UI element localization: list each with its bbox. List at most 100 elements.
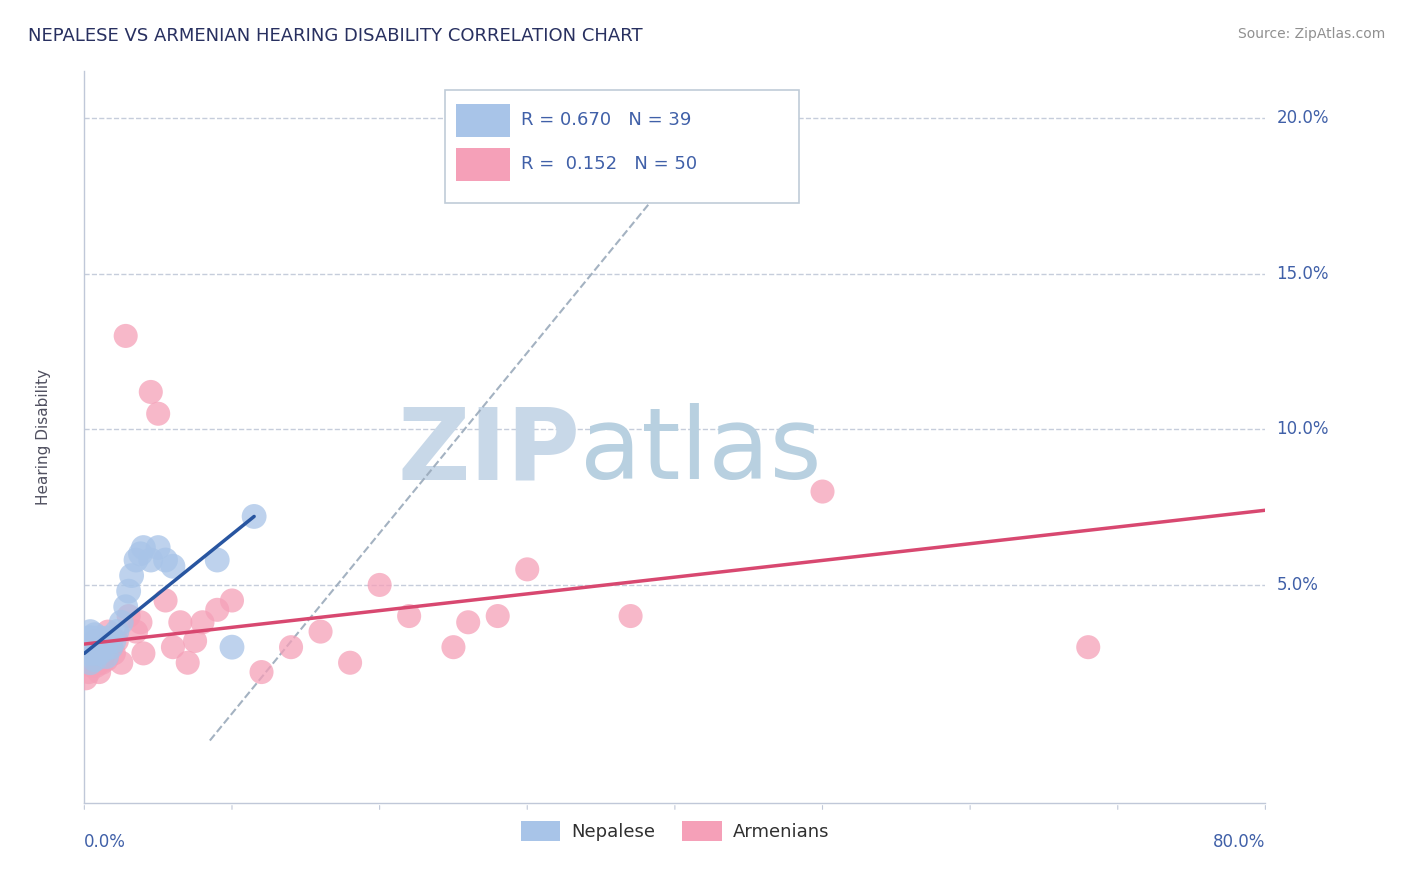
Point	[105, 624, 128, 639]
Text: 80.0%: 80.0%	[1213, 833, 1265, 851]
Point	[114, 329, 136, 343]
Point	[105, 634, 128, 648]
Point	[620, 609, 643, 624]
Point	[80, 631, 103, 645]
Point	[118, 584, 141, 599]
Point	[80, 640, 103, 655]
Text: Hearing Disability: Hearing Disability	[35, 369, 51, 505]
Point	[457, 615, 479, 630]
Text: 15.0%: 15.0%	[1277, 265, 1329, 283]
Point	[169, 615, 191, 630]
Point	[100, 640, 122, 655]
Point	[250, 665, 273, 679]
Point	[82, 652, 104, 666]
FancyBboxPatch shape	[444, 90, 799, 203]
Point	[97, 624, 120, 639]
Point	[91, 656, 114, 670]
Point	[184, 634, 207, 648]
Point	[87, 665, 111, 679]
Point	[77, 665, 100, 679]
Point	[139, 553, 162, 567]
FancyBboxPatch shape	[457, 148, 509, 181]
Text: NEPALESE VS ARMENIAN HEARING DISABILITY CORRELATION CHART: NEPALESE VS ARMENIAN HEARING DISABILITY …	[28, 27, 643, 45]
Point	[94, 634, 117, 648]
Point	[398, 609, 420, 624]
Point	[86, 647, 108, 661]
Point	[125, 624, 148, 639]
Point	[76, 634, 98, 648]
Point	[94, 637, 117, 651]
Text: R =  0.152   N = 50: R = 0.152 N = 50	[522, 155, 697, 173]
Text: 5.0%: 5.0%	[1277, 576, 1319, 594]
Point	[91, 634, 114, 648]
Point	[83, 628, 105, 642]
Point	[75, 640, 97, 655]
Point	[280, 640, 302, 655]
Text: ZIP: ZIP	[398, 403, 581, 500]
Point	[87, 631, 111, 645]
Point	[309, 624, 332, 639]
Point	[155, 553, 177, 567]
Point	[110, 615, 132, 630]
Point	[368, 578, 391, 592]
Point	[129, 615, 152, 630]
Point	[339, 656, 361, 670]
Point	[139, 384, 162, 399]
Point	[155, 593, 177, 607]
Point	[96, 652, 118, 666]
Point	[82, 647, 104, 661]
Point	[516, 562, 538, 576]
Point	[125, 553, 148, 567]
Legend: Nepalese, Armenians: Nepalese, Armenians	[513, 814, 837, 848]
Point	[132, 541, 155, 555]
Point	[148, 541, 170, 555]
Point	[103, 647, 125, 661]
Point	[100, 640, 122, 655]
FancyBboxPatch shape	[457, 104, 509, 137]
Point	[87, 656, 111, 670]
Point	[207, 603, 229, 617]
Point	[93, 643, 115, 657]
Text: atlas: atlas	[581, 403, 823, 500]
Point	[443, 640, 465, 655]
Point	[162, 559, 184, 574]
Point	[77, 647, 100, 661]
Point	[79, 656, 101, 670]
Point	[103, 634, 125, 648]
Point	[129, 547, 152, 561]
Point	[77, 631, 100, 645]
Point	[114, 599, 136, 614]
Point	[221, 640, 243, 655]
Point	[83, 652, 105, 666]
Point	[80, 640, 103, 655]
Point	[90, 640, 112, 655]
Point	[76, 656, 98, 670]
Point	[84, 640, 107, 655]
Text: R = 0.670   N = 39: R = 0.670 N = 39	[522, 112, 692, 129]
Point	[243, 509, 266, 524]
Point	[96, 649, 118, 664]
Point	[132, 647, 155, 661]
Text: 10.0%: 10.0%	[1277, 420, 1329, 438]
Text: 20.0%: 20.0%	[1277, 109, 1329, 127]
Point	[83, 634, 105, 648]
Point	[110, 656, 132, 670]
Point	[97, 631, 120, 645]
Point	[148, 407, 170, 421]
Point	[90, 640, 112, 655]
Point	[87, 647, 111, 661]
Point	[79, 624, 101, 639]
Point	[79, 647, 101, 661]
Point	[207, 553, 229, 567]
Point	[84, 658, 107, 673]
Point	[177, 656, 200, 670]
Point	[80, 658, 103, 673]
Point	[75, 671, 97, 685]
Text: Source: ZipAtlas.com: Source: ZipAtlas.com	[1237, 27, 1385, 41]
Point	[191, 615, 214, 630]
Point	[82, 634, 104, 648]
Point	[162, 640, 184, 655]
Point	[486, 609, 509, 624]
Point	[118, 609, 141, 624]
Point	[1077, 640, 1099, 655]
